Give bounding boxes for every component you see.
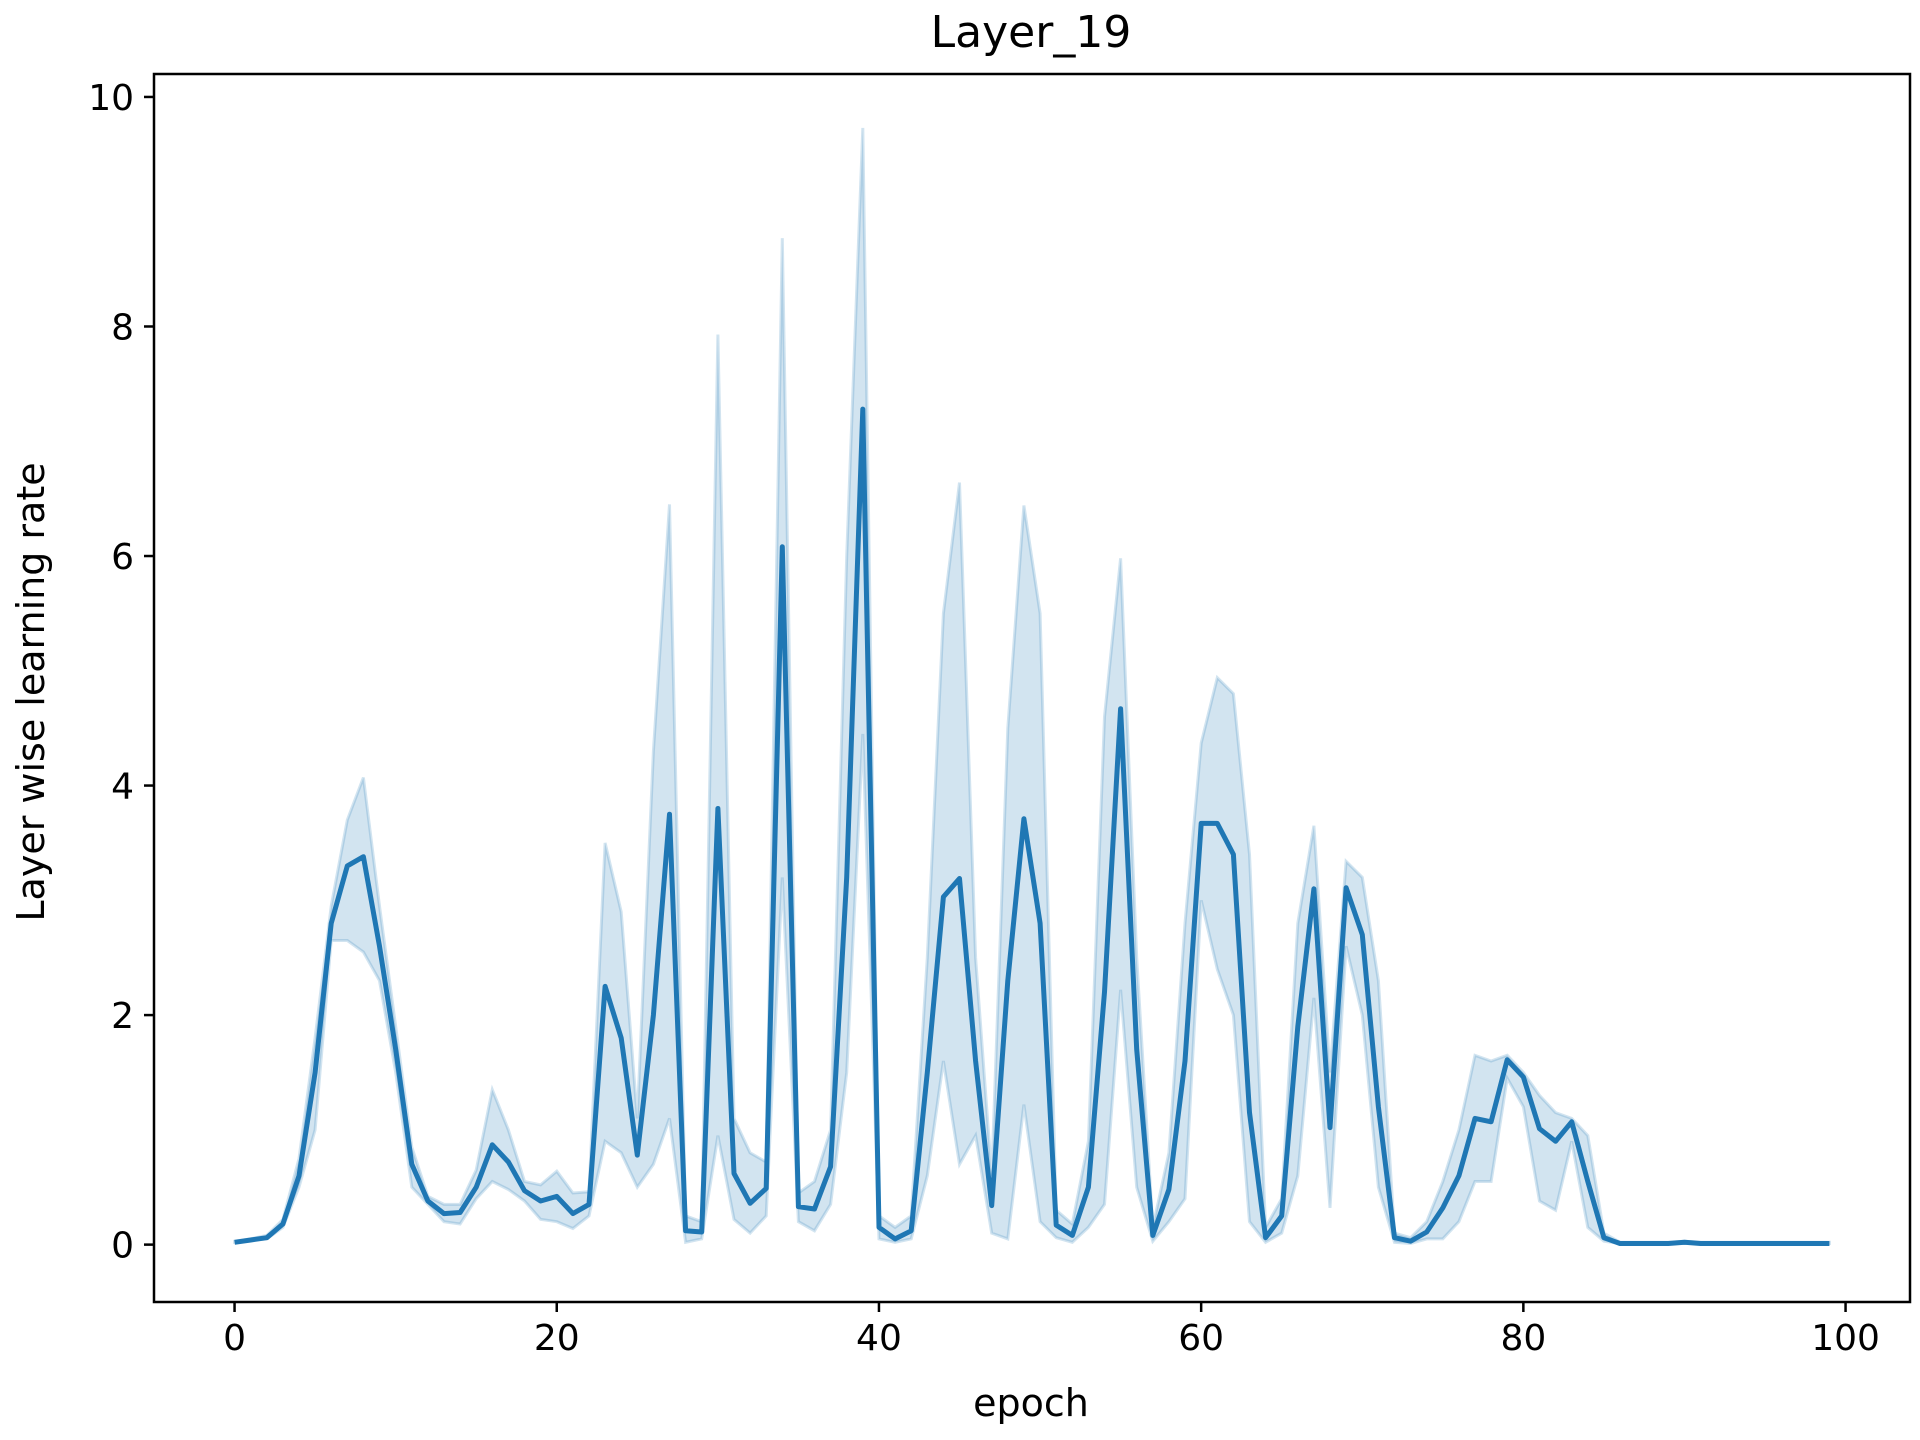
- y-axis-title: Layer wise learning rate: [9, 462, 53, 921]
- x-tick-label: 40: [856, 1318, 902, 1359]
- axis-ticks: 0 20 40 60 80 100 0 2 4 6 8 10: [88, 78, 1880, 1359]
- confidence-band: [233, 127, 1831, 1246]
- chart-title: Layer_19: [931, 7, 1132, 58]
- x-tick-label: 20: [534, 1318, 580, 1359]
- y-tick-label: 6: [111, 537, 134, 578]
- series-line: [234, 406, 1830, 1246]
- y-tick-label: 8: [111, 307, 134, 348]
- y-tick-label: 4: [111, 767, 134, 808]
- x-tick-label: 100: [1811, 1318, 1880, 1359]
- x-axis-title: epoch: [973, 1381, 1089, 1425]
- y-tick-label: 10: [88, 78, 134, 119]
- x-tick-label: 0: [223, 1318, 246, 1359]
- x-tick-label: 80: [1500, 1318, 1546, 1359]
- plot-area: [233, 127, 1831, 1246]
- y-tick-label: 2: [111, 996, 134, 1037]
- x-tick-label: 60: [1178, 1318, 1224, 1359]
- plot-frame: [152, 72, 1912, 1304]
- y-tick-label: 0: [111, 1226, 134, 1267]
